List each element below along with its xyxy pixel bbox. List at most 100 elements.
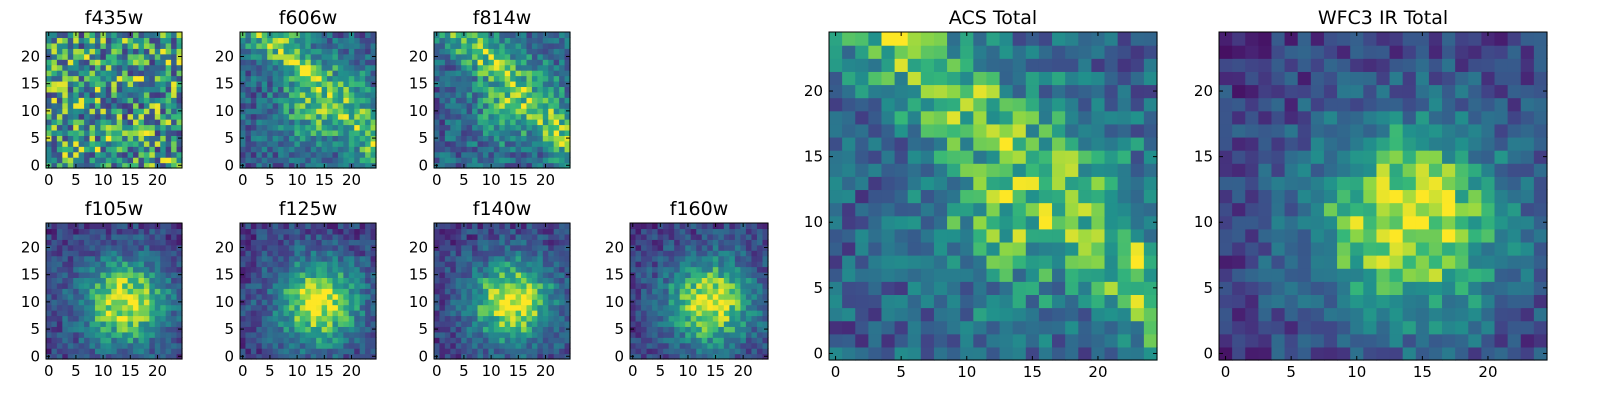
heatmap-cell [337, 151, 344, 158]
heatmap-cell [482, 337, 489, 344]
heatmap-cell [337, 288, 344, 295]
x-tick-label: 20 [734, 362, 753, 380]
heatmap-cell [370, 75, 377, 82]
heatmap-cell [707, 239, 714, 246]
heatmap-cell [332, 310, 339, 317]
y-tick-label: 0 [30, 156, 40, 174]
heatmap-cell [138, 348, 145, 355]
heatmap-cell [133, 348, 140, 355]
heatmap-cell [278, 288, 285, 295]
heatmap-cell [294, 86, 301, 93]
heatmap-cell [685, 244, 692, 251]
heatmap-cell [171, 299, 178, 306]
heatmap-cell [240, 342, 247, 349]
heatmap-cell [283, 326, 290, 333]
heatmap-cell [116, 162, 123, 169]
heatmap-cell [165, 119, 172, 126]
heatmap-cell [947, 215, 961, 230]
heatmap-cell [78, 282, 85, 289]
heatmap-cell [696, 348, 703, 355]
heatmap-cell [149, 304, 156, 311]
heatmap-cell [165, 48, 172, 55]
heatmap-cell [477, 299, 484, 306]
heatmap-cell [67, 304, 74, 311]
heatmap-cell [283, 250, 290, 257]
heatmap-cell [105, 48, 112, 55]
heatmap-cell [365, 108, 372, 115]
heatmap-cell [127, 75, 134, 82]
heatmap-cell [51, 113, 58, 120]
heatmap-cell [365, 310, 372, 317]
heatmap-cell [261, 277, 268, 284]
y-tick-label: 10 [409, 102, 428, 120]
heatmap-cell [690, 223, 697, 230]
heatmap-cell [348, 97, 355, 104]
heatmap-cell [78, 42, 85, 49]
heatmap-cell [553, 288, 560, 295]
heatmap-cell [122, 282, 129, 289]
heatmap-cell [105, 304, 112, 311]
x-tick-label: 15 [121, 171, 140, 189]
heatmap-cell [111, 271, 118, 278]
heatmap-cell [138, 310, 145, 317]
heatmap-cell [365, 304, 372, 311]
heatmap-cell [94, 331, 101, 338]
heatmap-cell [564, 315, 571, 322]
heatmap-cell [740, 337, 747, 344]
heatmap-cell [122, 342, 129, 349]
heatmap-cell [701, 342, 708, 349]
heatmap-cell [299, 223, 306, 230]
heatmap-cell [56, 102, 63, 109]
heatmap-cell [84, 320, 91, 327]
heatmap-cell [62, 124, 69, 131]
heatmap-cell [493, 97, 500, 104]
x-tick-label: 15 [121, 362, 140, 380]
heatmap-cell [359, 64, 366, 71]
heatmap-cell [267, 75, 274, 82]
heatmap-cell [482, 293, 489, 300]
heatmap-cell [521, 146, 528, 153]
heatmap-cell [337, 37, 344, 44]
heatmap-cell [305, 277, 312, 284]
heatmap-cell [127, 86, 134, 93]
heatmap-cell [321, 315, 328, 322]
heatmap-cell [105, 233, 112, 240]
heatmap-cell [122, 64, 129, 71]
heatmap-cell [455, 70, 462, 77]
heatmap-cell [663, 293, 670, 300]
heatmap-cell [537, 293, 544, 300]
heatmap-cell [444, 250, 451, 257]
heatmap-cell [542, 151, 549, 158]
heatmap-cell [461, 53, 468, 60]
heatmap-cell [646, 304, 653, 311]
heatmap-cell [439, 244, 446, 251]
panel-frame [629, 222, 769, 360]
heatmap-cell [762, 255, 769, 262]
heatmap-cell [370, 157, 377, 164]
heatmap-cell [272, 282, 279, 289]
heatmap-cell [718, 353, 725, 360]
heatmap-cell [531, 108, 538, 115]
heatmap-cell [343, 233, 350, 240]
y-tick-label: 20 [215, 238, 234, 256]
heatmap-cell [482, 320, 489, 327]
heatmap-cell [365, 299, 372, 306]
heatmap-cell [1025, 189, 1040, 204]
heatmap-cell [67, 255, 74, 262]
heatmap-cell [488, 348, 495, 355]
heatmap-cell [740, 299, 747, 306]
heatmap-cell [272, 310, 279, 317]
heatmap-cell [531, 233, 538, 240]
heatmap-cell [510, 129, 517, 136]
heatmap-cell [343, 108, 350, 115]
heatmap-cell [316, 337, 323, 344]
heatmap-cell [548, 129, 555, 136]
heatmap-cell [466, 75, 473, 82]
heatmap-cell [256, 348, 263, 355]
heatmap-cell [288, 151, 295, 158]
heatmap-cell [762, 277, 769, 284]
heatmap-cell [354, 266, 361, 273]
heatmap-cell [542, 277, 549, 284]
heatmap-cell [294, 151, 301, 158]
heatmap-cell [149, 315, 156, 322]
